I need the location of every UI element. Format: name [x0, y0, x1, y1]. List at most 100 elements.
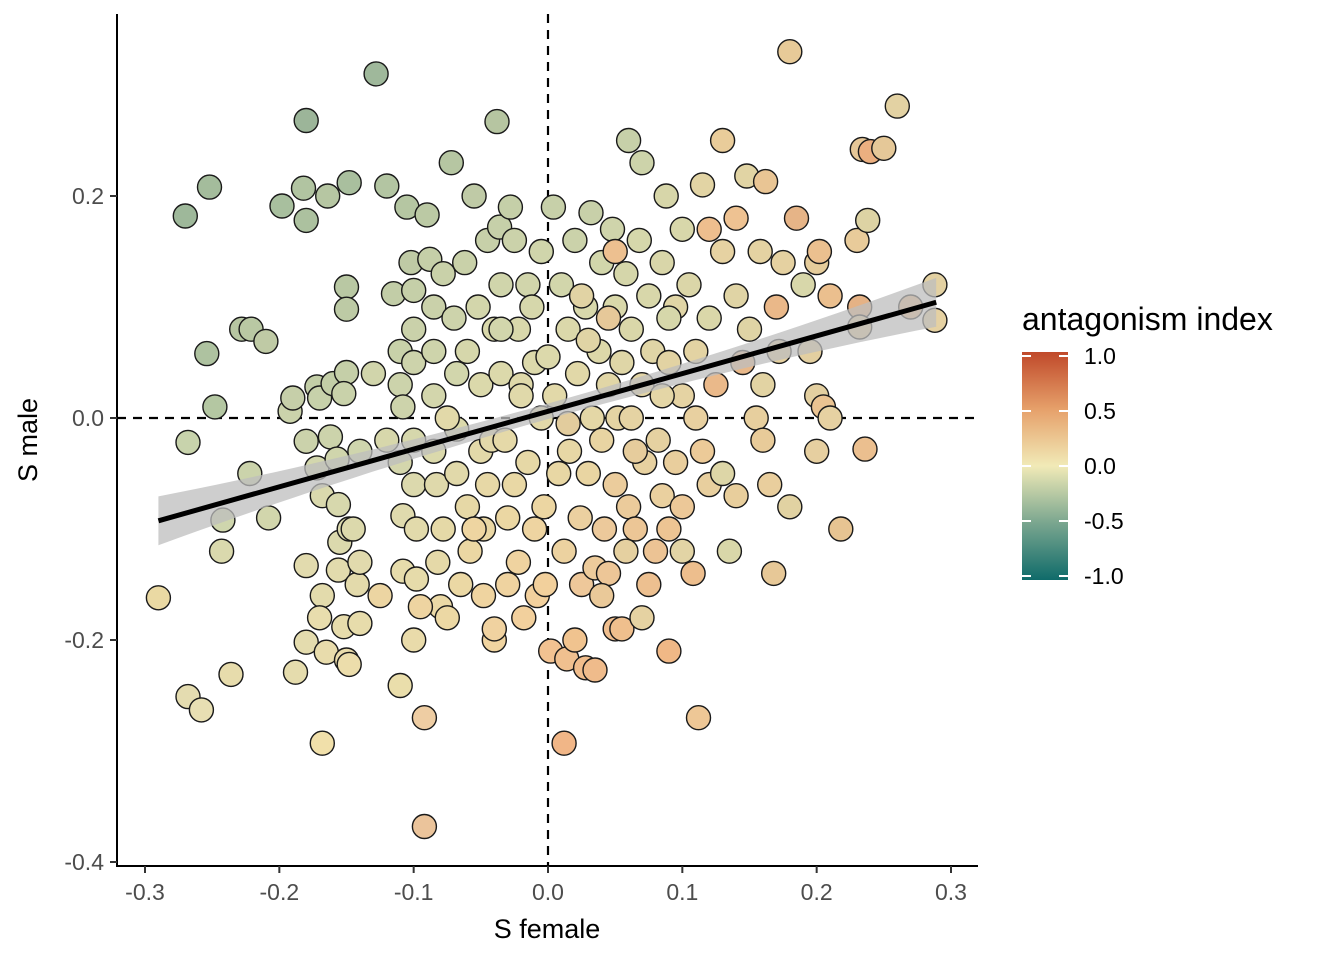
data-point — [602, 471, 628, 498]
data-point — [669, 494, 695, 520]
data-point — [501, 227, 528, 254]
data-point — [555, 316, 581, 342]
data-point — [609, 349, 635, 376]
data-point — [618, 316, 644, 342]
regression-line — [157, 299, 937, 524]
data-point — [255, 505, 282, 531]
x-tick-label: -0.1 — [394, 879, 434, 905]
data-point — [622, 438, 648, 464]
data-point — [501, 471, 528, 498]
data-point — [331, 380, 357, 407]
data-point — [763, 294, 790, 320]
data-point — [145, 585, 172, 611]
data-point — [669, 538, 695, 564]
points-layer — [145, 39, 948, 840]
x-axis-ticks: -0.3 -0.2 -0.1 0.0 0.1 0.2 0.3 — [125, 866, 967, 905]
data-point — [540, 194, 567, 220]
data-point — [293, 629, 319, 655]
data-point — [470, 582, 497, 609]
data-point — [642, 538, 669, 564]
data-point — [656, 638, 682, 664]
data-point — [562, 627, 588, 653]
data-point — [457, 538, 483, 564]
data-point — [430, 261, 456, 287]
data-point — [309, 582, 335, 609]
data-point — [218, 661, 244, 688]
x-axis-title: S female — [494, 914, 601, 944]
data-point — [401, 471, 427, 498]
data-point — [649, 483, 675, 509]
y-tick-label: -0.2 — [64, 627, 104, 653]
data-point — [723, 283, 749, 309]
data-point — [488, 272, 514, 298]
data-point — [253, 328, 279, 355]
data-point — [629, 605, 655, 631]
data-point — [280, 385, 306, 411]
data-point — [407, 594, 434, 620]
data-point — [474, 471, 501, 498]
regression-layer — [157, 277, 937, 546]
data-point — [421, 383, 447, 409]
data-point — [333, 274, 360, 300]
data-point — [575, 327, 601, 353]
data-point — [347, 549, 373, 575]
data-point — [777, 39, 803, 65]
data-point — [497, 194, 524, 220]
data-point — [828, 516, 854, 542]
data-point — [508, 383, 534, 409]
data-point — [685, 705, 712, 731]
data-point — [716, 538, 743, 564]
x-tick-label: 0.2 — [801, 879, 833, 905]
data-point — [662, 449, 689, 476]
data-point — [618, 405, 644, 431]
data-point — [871, 135, 897, 162]
data-point — [622, 516, 648, 542]
data-point — [481, 616, 507, 642]
data-point — [551, 730, 577, 756]
data-point — [344, 571, 370, 598]
colorbar-tick-label: -0.5 — [1084, 508, 1124, 534]
data-point — [360, 360, 387, 387]
data-point — [521, 516, 548, 542]
data-point — [411, 705, 438, 731]
data-point — [696, 216, 722, 243]
data-point — [790, 272, 816, 298]
colorbar-tick-label: -1.0 — [1084, 563, 1124, 589]
data-point — [723, 205, 749, 231]
data-point — [293, 552, 319, 579]
data-point — [817, 405, 843, 431]
data-point — [515, 272, 541, 298]
x-tick-label: -0.2 — [260, 879, 300, 905]
data-point — [336, 169, 362, 196]
data-point — [599, 216, 626, 243]
data-point — [172, 203, 199, 229]
data-point — [401, 316, 427, 342]
data-point — [777, 494, 803, 520]
data-point — [421, 294, 447, 320]
data-point — [269, 193, 295, 219]
data-point — [747, 238, 773, 265]
data-point — [511, 605, 537, 631]
data-point — [709, 460, 736, 487]
data-point — [532, 571, 558, 598]
legend-title: antagonism index — [1022, 301, 1273, 337]
data-point — [653, 183, 679, 209]
data-point — [306, 605, 333, 631]
colorbar-tick-label: 1.0 — [1084, 343, 1116, 369]
data-point — [556, 438, 583, 464]
data-point — [615, 494, 642, 520]
data-point — [548, 272, 575, 298]
data-point — [333, 359, 360, 386]
data-point — [804, 438, 830, 464]
data-point — [855, 207, 881, 234]
data-point — [783, 205, 810, 231]
data-point — [347, 610, 373, 637]
data-point — [188, 697, 215, 723]
data-point — [194, 340, 220, 367]
data-point — [454, 338, 481, 365]
data-point — [528, 238, 554, 265]
data-point — [309, 730, 335, 756]
data-point — [609, 616, 635, 642]
data-point — [196, 174, 223, 200]
